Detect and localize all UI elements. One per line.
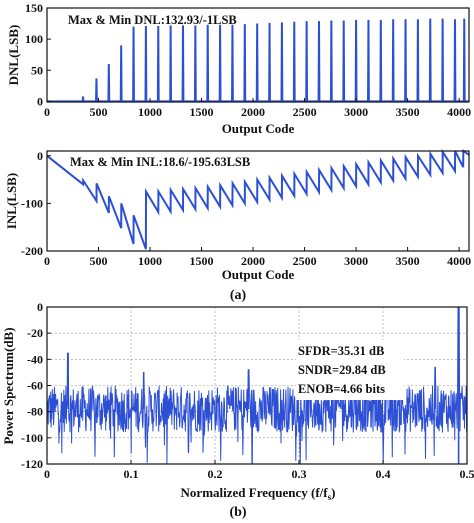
- dnl-spike: [441, 18, 445, 102]
- inl-chart: 0 500 1000 1500 2000 2500 3000 3500 4000 0 -100 -20…: [4, 148, 471, 282]
- panel-label-b: (b): [229, 505, 246, 520]
- dnl-spike: [428, 18, 432, 102]
- dnl-spike: [218, 24, 222, 102]
- dnl-xtick-label: 1500: [190, 105, 214, 119]
- spectrum-xtick-label: 0.4: [376, 467, 391, 481]
- dnl-spike: [243, 24, 247, 102]
- dnl-xtick-label: 1000: [138, 105, 162, 119]
- spectrum-ytick-label: -100: [21, 431, 43, 445]
- inl-ytick-label: -100: [21, 196, 43, 210]
- dnl-spike: [367, 19, 370, 102]
- inl-xtick-label: 2500: [293, 254, 317, 268]
- dnl-spike: [95, 78, 98, 102]
- dnl-spike: [169, 25, 173, 102]
- dnl-spike: [81, 96, 85, 102]
- dnl-spike: [107, 64, 111, 102]
- dnl-spike: [391, 19, 395, 102]
- dnl-spike: [181, 25, 185, 102]
- spectrum-chart: 0 0.1 0.2 0.3 0.4 0.5 0 -20 -40 -60 -80 -100 -120 SF…: [1, 300, 474, 502]
- dnl-spike: [329, 20, 333, 102]
- dnl-spike: [404, 19, 407, 102]
- dnl-spike: [255, 23, 259, 102]
- dnl-xlabel: Output Code: [222, 121, 295, 136]
- dnl-ytick-label: 150: [25, 1, 43, 15]
- dnl-ytick-label: 100: [25, 32, 43, 46]
- spectrum-ytick-label: -20: [27, 326, 43, 340]
- sfdr-annotation: SFDR=35.31 dB: [298, 344, 384, 358]
- spectrum-line: [46, 306, 468, 465]
- dnl-spike: [119, 45, 123, 102]
- dnl-spike: [342, 20, 346, 102]
- spectrum-ytick-label: -120: [21, 457, 43, 471]
- inl-xtick-label: 500: [90, 254, 108, 268]
- dnl-ytick-label: 0: [37, 94, 43, 108]
- dnl-ylabel: DNL(LSB): [6, 25, 21, 86]
- inl-xtick-label: 0: [44, 254, 50, 268]
- inl-xtick-label: 1000: [138, 254, 162, 268]
- panel-label-a: (a): [230, 288, 247, 303]
- dnl-spike: [317, 21, 321, 102]
- dnl-spike: [305, 21, 309, 102]
- inl-xtick-label: 4000: [447, 254, 471, 268]
- dnl-xtick-label: 3000: [344, 105, 368, 119]
- dnl-ytick-label: 50: [31, 63, 43, 77]
- dnl-xtick-label: 4000: [447, 105, 471, 119]
- spectrum-ytick-label: -60: [27, 379, 43, 393]
- dnl-plot-frame: [46, 7, 470, 103]
- spectrum-xtick-label: 0: [44, 467, 50, 481]
- dnl-spike: [292, 21, 296, 102]
- inl-ylabel: INL(LSB): [4, 173, 19, 229]
- enob-annotation: ENOB=4.66 bits: [298, 382, 385, 396]
- dnl-spike: [193, 25, 197, 102]
- dnl-spike: [132, 26, 135, 102]
- inl-annotation: Max & Min INL:18.6/-195.63LSB: [70, 155, 250, 169]
- dnl-annotation: Max & Min DNL:132.93/-1LSB: [68, 13, 237, 27]
- inl-xtick-label: 1500: [190, 254, 214, 268]
- spectrum-ytick-label: -40: [27, 352, 43, 366]
- inl-series: [46, 148, 470, 250]
- dnl-spike: [462, 18, 466, 102]
- dnl-spike: [268, 22, 271, 102]
- spectrum-ylabel: Power Spectrum(dB): [1, 327, 16, 444]
- inl-xtick-label: 2000: [241, 254, 265, 268]
- dnl-xtick-label: 3500: [396, 105, 420, 119]
- inl-ytick-label: -200: [21, 244, 43, 258]
- inl-ytick-label: 0: [37, 149, 43, 163]
- dnl-spike: [144, 26, 148, 102]
- dnl-spike: [354, 19, 358, 102]
- inl-line: [46, 148, 470, 250]
- dnl-spike: [206, 24, 210, 102]
- dnl-xtick-label: 0: [44, 105, 50, 119]
- dnl-spike: [156, 26, 160, 102]
- spectrum-xlabel: Normalized Frequency (f/fs): [181, 485, 336, 502]
- spectrum-ytick-label: 0: [37, 300, 43, 314]
- inl-plot-frame: [46, 150, 470, 252]
- dnl-spike: [280, 22, 284, 102]
- spectrum-annotation-box: [296, 340, 404, 400]
- dnl-chart: 0 500 1000 1500 2000 2500 3000 3500 4000 0 50 100 15…: [6, 1, 471, 136]
- dnl-xtick-label: 2500: [293, 105, 317, 119]
- inl-xlabel: Output Code: [222, 267, 295, 282]
- dnl-xtick-label: 2000: [241, 105, 265, 119]
- spectrum-series: [46, 306, 468, 465]
- spectrum-xtick-label: 0.2: [208, 467, 223, 481]
- spectrum-xtick-label: 0.3: [292, 467, 307, 481]
- dnl-spike: [453, 19, 457, 102]
- dnl-series: [47, 18, 469, 103]
- dnl-spike: [379, 19, 383, 102]
- dnl-spike: [231, 24, 234, 102]
- dnl-spike: [416, 19, 420, 102]
- spectrum-xtick-label: 0.1: [124, 467, 139, 481]
- sndr-annotation: SNDR=29.84 dB: [298, 363, 386, 377]
- dnl-xtick-label: 500: [90, 105, 108, 119]
- inl-xtick-label: 3500: [396, 254, 420, 268]
- inl-xtick-label: 3000: [344, 254, 368, 268]
- spectrum-xtick-label: 0.5: [460, 467, 474, 481]
- spectrum-ytick-label: -80: [27, 405, 43, 419]
